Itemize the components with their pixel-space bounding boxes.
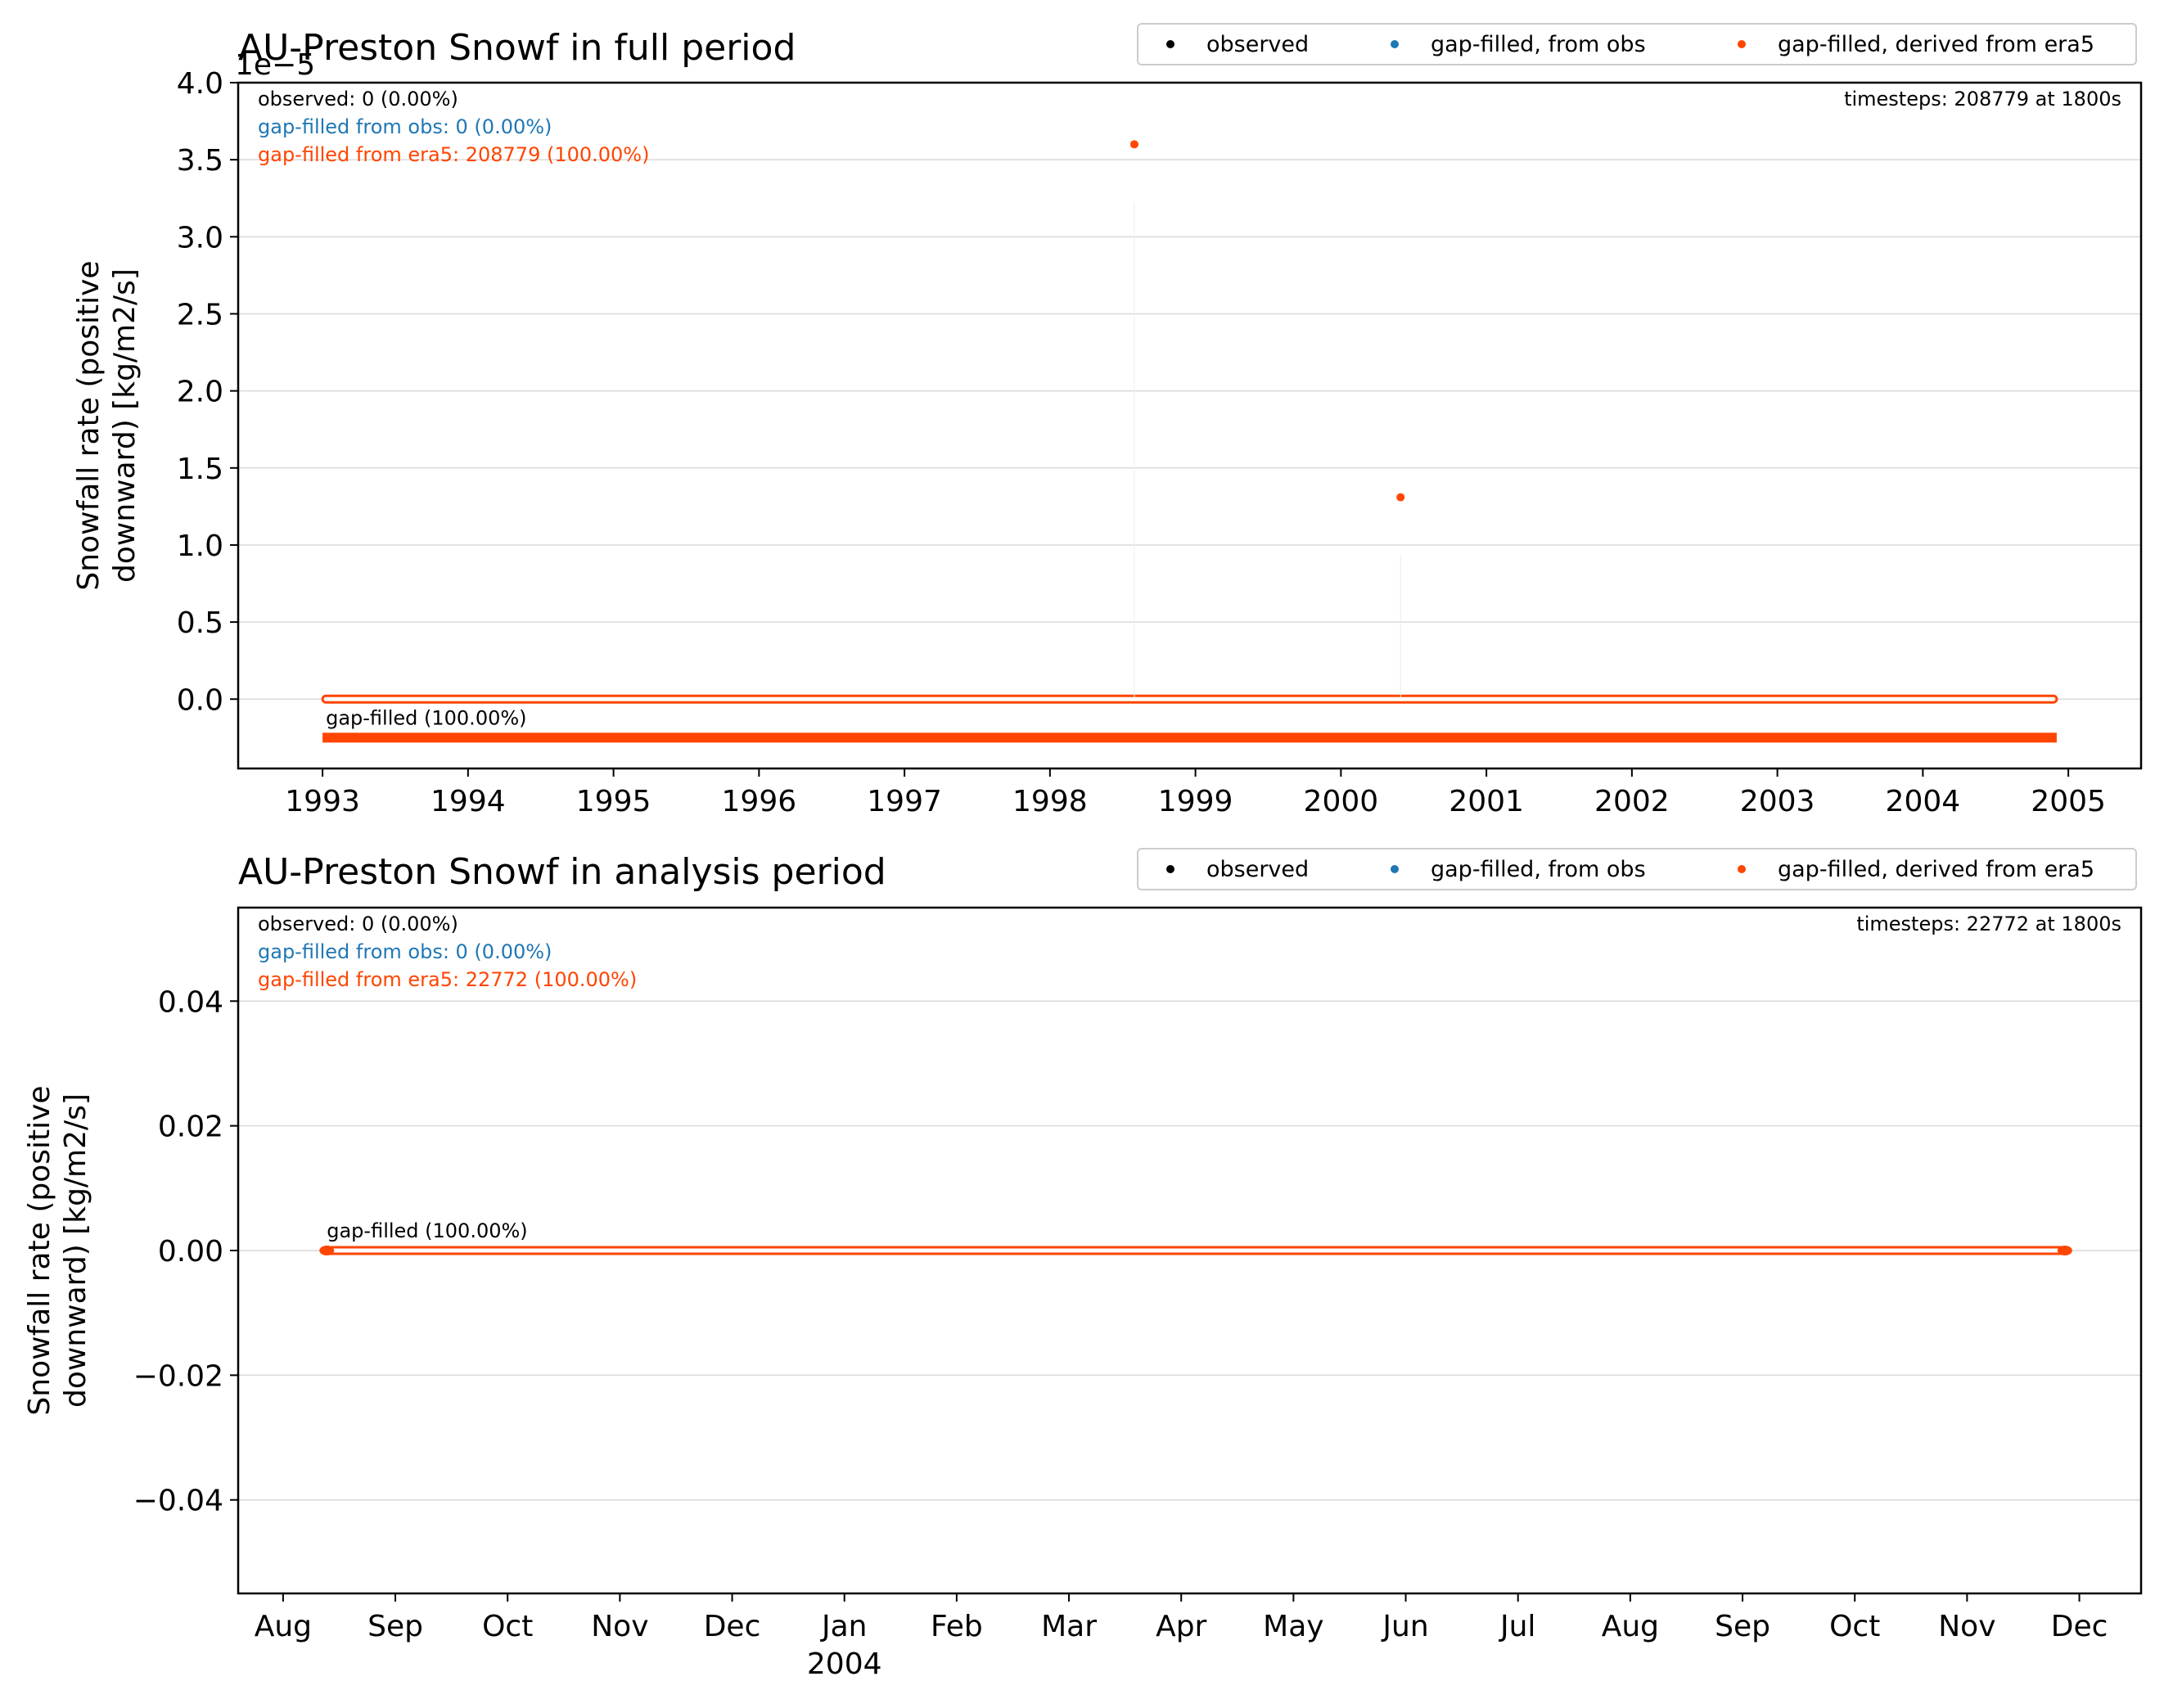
y-tick-label: 0.0 [177,683,223,717]
x-tick-label: Sep [367,1610,423,1643]
x-tick-label: 2002 [1594,785,1670,818]
x-tick-label: Apr [1156,1610,1206,1643]
x-tick-label: Nov [591,1610,648,1643]
x-tick-label: Aug [1602,1610,1659,1643]
x-tick-label: 2004 [1886,785,1961,818]
stats-observed: observed: 0 (0.00%) [258,913,458,935]
x-tick-label: Jun [1381,1610,1428,1643]
axes-frame [237,81,2143,770]
panel-analysis-period: observed: 0 (0.00%) gap-filled from obs: … [23,848,2143,1681]
y-tick-label: 4.0 [177,67,223,101]
coverage-label: gap-filled (100.00%) [326,706,526,729]
stats-from-obs: gap-filled from obs: 0 (0.00%) [258,115,552,138]
x-tick-label: Dec [2051,1610,2108,1643]
x-tick-label: 1998 [1012,785,1088,818]
legend-label: observed [1206,32,1309,57]
y-axis-label-line2: downward) [kg/m2/s] [59,1093,92,1408]
data-point-era5 [1396,493,1405,502]
y-tick-label: 1.5 [177,453,223,486]
y-axis-label-line2: downward) [kg/m2/s] [108,268,142,583]
y-offset-label: 1e−5 [235,48,315,82]
x-tick-label: Jan [820,1610,868,1643]
x-tick-label: 1997 [867,785,942,818]
era5-baseline-trace [321,694,2058,704]
x-tick-label: Oct [482,1610,533,1643]
stats-from-obs: gap-filled from obs: 0 (0.00%) [258,940,552,963]
y-tick-label: 0.04 [158,985,223,1019]
x-tick-label: 1994 [431,785,506,818]
coverage-label: gap-filled (100.00%) [327,1219,527,1242]
legend-box [1137,848,2137,890]
x-tick-label: Sep [1715,1610,1770,1643]
x-tick-label: Oct [1829,1610,1880,1643]
y-tick-label: 1.0 [177,530,223,563]
x-tick-label: Dec [704,1610,761,1643]
x-tick-label: 1993 [285,785,360,818]
stats-observed: observed: 0 (0.00%) [258,88,458,110]
y-tick-label: 0.5 [177,606,223,640]
y-tick-label: 0.00 [158,1235,223,1269]
x-tick-label: May [1263,1610,1323,1643]
legend-marker [1166,865,1174,873]
legend-marker [1738,865,1746,873]
stats-timesteps: timesteps: 208779 at 1800s [1844,88,2121,110]
stats-from-era5: gap-filled from era5: 22772 (100.00%) [258,968,637,991]
x-tick-label: 2005 [2031,785,2106,818]
chart-title: AU-Preston Snowf in full period [238,27,796,69]
legend-marker [1391,40,1399,48]
x-tick-label: Aug [255,1610,312,1643]
legend-label: gap-filled, derived from era5 [1778,32,2094,57]
y-tick-label: 0.02 [158,1111,223,1144]
coverage-bar [322,732,2057,743]
legend-label: gap-filled, from obs [1431,857,1646,882]
y-axis-label-line1: Snowfall rate (positive [72,260,106,590]
y-tick-label: 3.0 [177,221,223,255]
y-tick-label: 3.5 [177,144,223,178]
x-tick-label: 2003 [1740,785,1815,818]
legend-label: gap-filled, derived from era5 [1778,857,2094,882]
x-tick-label: Jul [1499,1610,1535,1643]
stats-timesteps: timesteps: 22772 at 1800s [1856,913,2121,935]
y-tick-label: −0.04 [133,1485,223,1518]
era5-baseline-trace [322,1246,2070,1255]
x-tick-label: Feb [931,1610,983,1643]
y-tick-label: 2.0 [177,376,223,409]
legend-marker [1391,865,1399,873]
x-tick-year-label: 2004 [807,1647,882,1681]
x-tick-label: Nov [1938,1610,1995,1643]
chart-title: AU-Preston Snowf in analysis period [238,851,886,893]
x-tick-label: 1999 [1158,785,1233,818]
x-tick-label: 1995 [576,785,651,818]
stats-from-era5: gap-filled from era5: 208779 (100.00%) [258,143,649,166]
legend-label: observed [1206,857,1309,882]
y-tick-label: 2.5 [177,298,223,331]
x-tick-label: 2001 [1449,785,1524,818]
legend-label: gap-filled, from obs [1431,32,1646,57]
y-tick-label: −0.02 [133,1359,223,1393]
y-axis-label-line1: Snowfall rate (positive [23,1085,56,1415]
x-tick-label: Mar [1041,1610,1097,1643]
x-tick-label: 2000 [1304,785,1379,818]
legend-marker [1166,40,1174,48]
panel-full-period: observed: 0 (0.00%) gap-filled from obs: … [72,23,2143,818]
data-point-era5 [1129,140,1138,149]
legend-marker [1738,40,1746,48]
coverage-bar-start [319,1246,335,1255]
legend-box [1137,23,2137,65]
x-tick-label: 1996 [722,785,797,818]
coverage-bar-end [2057,1246,2072,1255]
